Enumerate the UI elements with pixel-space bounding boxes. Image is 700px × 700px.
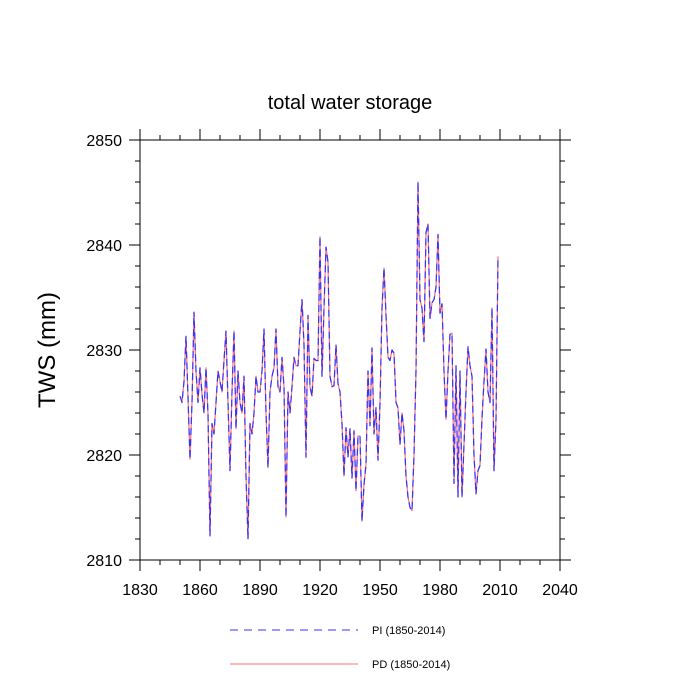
series-line-pi — [179, 181, 499, 540]
y-tick-label: 2810 — [86, 553, 122, 570]
x-tick-label: 2040 — [542, 582, 578, 599]
x-tick-label: 1860 — [182, 582, 218, 599]
x-tick-label: 1920 — [302, 582, 338, 599]
plot-frame — [139, 139, 561, 561]
x-tick-label: 1980 — [422, 582, 458, 599]
x-tick-label: 1890 — [242, 582, 278, 599]
x-tick-label: 1830 — [122, 582, 158, 599]
y-axis-label: TWS (mm) — [34, 292, 61, 408]
x-tick-label: 1950 — [362, 582, 398, 599]
y-tick-label: 2820 — [86, 448, 122, 465]
chart-title: total water storage — [268, 92, 433, 114]
ticks-layer — [129, 129, 571, 571]
legend-label-pd: PD (1850-2014) — [372, 659, 450, 671]
legend-label-pi: PI (1850-2014) — [372, 625, 445, 637]
x-tick-label: 2010 — [482, 582, 518, 599]
series-line-pd — [179, 181, 499, 540]
legend: PI (1850-2014) PD (1850-2014) — [230, 625, 450, 671]
y-tick-label: 2850 — [86, 133, 122, 150]
series-layer — [179, 181, 499, 540]
y-tick-label: 2840 — [86, 238, 122, 255]
y-tick-label: 2830 — [86, 343, 122, 360]
tick-labels-layer: 1830 1860 1890 1920 1950 1980 2010 2040 2810 2820… — [86, 133, 577, 599]
